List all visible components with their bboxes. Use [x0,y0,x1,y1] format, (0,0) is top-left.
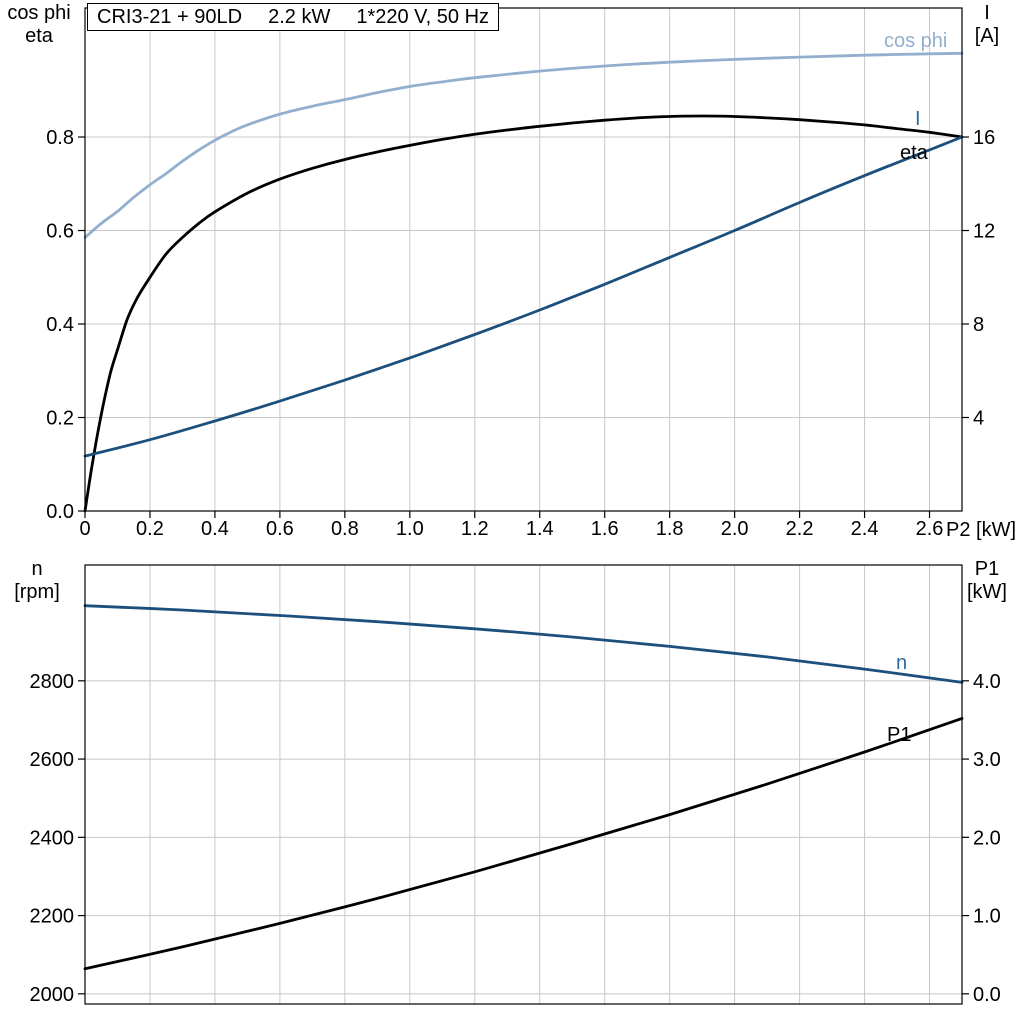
x-axis-unit-label: P2 [kW] [946,519,1017,541]
eta-curve-label: eta [900,142,928,164]
x-tick-label: 1.4 [526,518,554,540]
y-left-tick-label: 2200 [30,906,75,928]
x-tick-label: 2.4 [851,518,879,540]
y-left-tick-label: 2800 [30,671,75,693]
x-tick-label: 0.6 [266,518,294,540]
p1-curve-label: P1 [887,724,912,746]
y-right-tick-label: 0.0 [973,984,1001,1006]
cos-phi-axis-title: cos phi [7,2,71,24]
lower-right-axis-title: P1 [kW] [960,558,1014,604]
x-tick-label: 0.4 [201,518,229,540]
y-right-tick-label: 4 [973,408,984,430]
upper-chart: 0.0 0.2 0.4 0.6 0.8 4 8 12 16 0 0.2 0.4 0.6 0.8 1.0 1.2… [46,7,995,540]
current-curve-label: I [915,108,921,130]
curve-cos-phi [83,51,964,239]
y-right-tick-label: 2.0 [973,827,1001,849]
pump-model-label: CRI3-21 + 90LD [97,5,243,28]
p1-axis-unit: [kW] [967,581,1007,603]
speed-axis-unit: [rpm] [14,581,60,603]
x-tick-label: 1.8 [656,518,684,540]
y-left-tick-label: 0.0 [46,501,74,523]
chart-title-box: CRI3-21 + 90LD 2.2 kW 1*220 V, 50 Hz [87,3,500,31]
y-right-tick-label: 1.0 [973,906,1001,928]
x-tick-label: 2.2 [786,518,814,540]
plot-border [84,564,963,1005]
eta-axis-title: eta [25,25,53,47]
y-right-tick-label: 4.0 [973,671,1001,693]
x-tick-label: 2.6 [916,518,944,540]
y-left-tick-label: 0.4 [46,314,74,336]
current-axis-title: I [984,2,990,24]
curve-current-I [83,135,964,458]
x-tick-label: 0.2 [136,518,164,540]
plot-border [84,7,963,512]
x-tick-label: 1.0 [396,518,424,540]
x-tick-label: 2.0 [721,518,749,540]
y-left-tick-label: 0.8 [46,127,74,149]
curve-power-P1 [83,717,964,971]
lower-chart: 2000 2200 2400 2600 2800 0.0 1.0 2.0 3.0 4.0 [30,564,1001,1006]
x-tick-label: 1.6 [591,518,619,540]
y-left-tick-label: 2400 [30,827,75,849]
speed-curve-label: n [896,652,908,674]
curve-speed-n [83,604,964,684]
y-left-tick-label: 2000 [30,984,75,1006]
upper-left-axis-title: cos phi eta [0,2,78,48]
x-tick-label: 0.8 [331,518,359,540]
y-right-tick-label: 16 [973,127,995,149]
x-tick-label: 1.2 [461,518,489,540]
y-left-tick-label: 2600 [30,749,75,771]
p1-axis-title: P1 [974,558,1000,580]
upper-right-axis-title: I [A] [964,2,1010,48]
cos-phi-curve-label: cos phi [884,30,948,52]
motor-power-label: 2.2 kW [268,5,331,28]
y-right-tick-label: 3.0 [973,749,1001,771]
y-left-tick-label: 0.6 [46,221,74,243]
speed-axis-title: n [31,558,43,580]
y-right-tick-label: 8 [973,314,984,336]
y-left-tick-label: 0.2 [46,408,74,430]
current-axis-unit: [A] [974,25,1000,47]
supply-voltage-label: 1*220 V, 50 Hz [356,5,490,28]
x-tick-label: 0 [79,518,90,540]
curve-eta [83,114,964,513]
y-right-tick-label: 12 [973,221,995,243]
lower-left-axis-title: n [rpm] [0,558,74,604]
